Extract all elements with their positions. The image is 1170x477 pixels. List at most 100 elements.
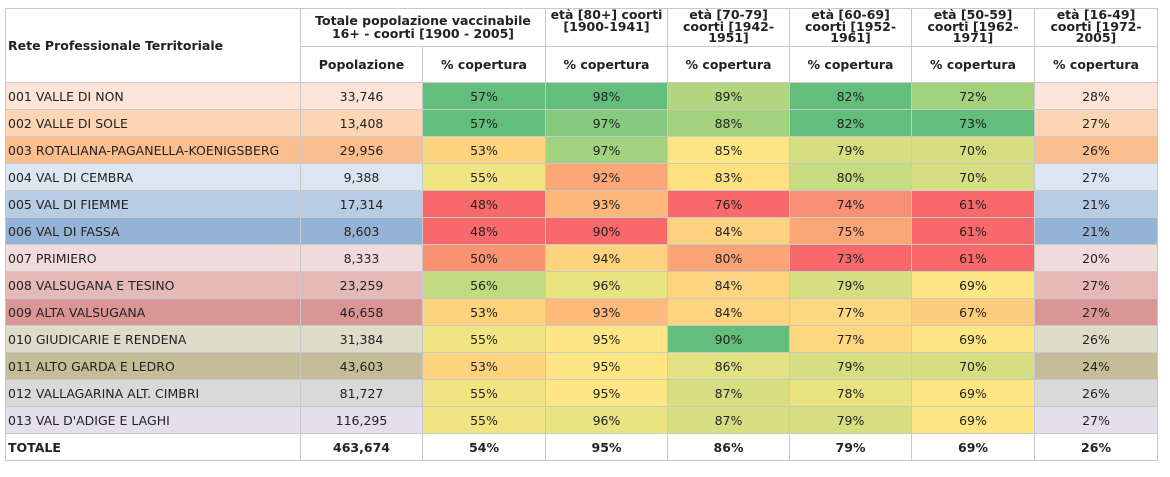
popolazione-cell: 46,658 (300, 298, 423, 326)
popolazione-cell: 23,259 (300, 271, 423, 299)
copertura-50-59-cell: 69% (911, 379, 1036, 407)
copertura-80-cell: 97% (545, 136, 669, 164)
copertura-70-79-cell: 85% (667, 136, 791, 164)
copertura-16-49-cell: 27% (1034, 298, 1159, 326)
header-row-sub: Popolazione % copertura % copertura % co… (6, 46, 1159, 83)
rete-name: 007 PRIMIERO (5, 244, 301, 272)
table-row: 004 VAL DI CEMBRA 9,388 55% 92% 83% 80% 70% 27% (5, 163, 1159, 191)
copertura-80-cell: 92% (545, 163, 669, 191)
header-copertura-70-79: % copertura (667, 46, 791, 83)
copertura-60-69-cell: 79% (789, 271, 913, 299)
popolazione-cell: 81,727 (300, 379, 423, 407)
copertura-80-cell: 96% (545, 406, 669, 434)
table-row: 009 ALTA VALSUGANA 46,658 53% 93% 84% 77% 67% 2… (5, 298, 1159, 326)
copertura-totale-cell: 53% (421, 352, 547, 380)
copertura-50-59-cell: 61% (911, 244, 1036, 272)
rete-name: 011 ALTO GARDA E LEDRO (5, 352, 301, 380)
rete-name: 001 VALLE DI NON (5, 82, 301, 110)
table-row: 011 ALTO GARDA E LEDRO 43,603 53% 95% 86% 79%… (5, 352, 1159, 380)
copertura-16-49-cell: 24% (1034, 352, 1159, 380)
rete-name: 002 VALLE DI SOLE (5, 109, 301, 137)
copertura-70-79-cell: 88% (667, 109, 791, 137)
table-row: 006 VAL DI FASSA 8,603 48% 90% 84% 75% 61% 21% (5, 217, 1159, 245)
total-copertura-16-49: 26% (1034, 433, 1159, 461)
header-copertura-50-59: % copertura (911, 46, 1036, 83)
copertura-50-59-cell: 70% (911, 163, 1036, 191)
rete-name: 004 VAL DI CEMBRA (5, 163, 301, 191)
copertura-16-49-cell: 27% (1034, 406, 1159, 434)
header-eta-70-79: età [70-79] coorti [1942-1951] (667, 8, 791, 47)
copertura-80-cell: 96% (545, 271, 669, 299)
copertura-16-49-cell: 21% (1034, 217, 1159, 245)
copertura-50-59-cell: 69% (911, 271, 1036, 299)
header-popolazione: Popolazione (300, 46, 423, 83)
popolazione-cell: 33,746 (300, 82, 423, 110)
table-row: 013 VAL D'ADIGE E LAGHI 116,295 55% 96% 87% 7… (5, 406, 1159, 434)
header-eta-80: età [80+] coorti [1900-1941] (545, 8, 669, 47)
copertura-60-69-cell: 79% (789, 136, 913, 164)
copertura-16-49-cell: 20% (1034, 244, 1159, 272)
copertura-50-59-cell: 67% (911, 298, 1036, 326)
header-rete: Rete Professionale Territoriale (5, 8, 301, 83)
total-popolazione: 463,674 (300, 433, 423, 461)
table-row: 003 ROTALIANA-PAGANELLA-KOENIGSBERG 29,95… (5, 136, 1159, 164)
copertura-80-cell: 95% (545, 325, 669, 353)
copertura-80-cell: 98% (545, 82, 669, 110)
total-copertura-80: 95% (545, 433, 669, 461)
copertura-60-69-cell: 79% (789, 406, 913, 434)
copertura-70-79-cell: 87% (667, 406, 791, 434)
copertura-70-79-cell: 89% (667, 82, 791, 110)
table-row: 005 VAL DI FIEMME 17,314 48% 93% 76% 74% 61% 21… (5, 190, 1159, 218)
popolazione-cell: 43,603 (300, 352, 423, 380)
copertura-16-49-cell: 27% (1034, 271, 1159, 299)
copertura-16-49-cell: 26% (1034, 379, 1159, 407)
copertura-16-49-cell: 28% (1034, 82, 1159, 110)
rete-name: 010 GIUDICARIE E RENDENA (5, 325, 301, 353)
header-eta-50-59: età [50-59] coorti [1962-1971] (911, 8, 1036, 47)
copertura-60-69-cell: 73% (789, 244, 913, 272)
copertura-70-79-cell: 76% (667, 190, 791, 218)
copertura-50-59-cell: 72% (911, 82, 1036, 110)
copertura-50-59-cell: 69% (911, 406, 1036, 434)
copertura-totale-cell: 55% (421, 379, 547, 407)
copertura-16-49-cell: 26% (1034, 136, 1159, 164)
copertura-16-49-cell: 27% (1034, 109, 1159, 137)
copertura-50-59-cell: 61% (911, 190, 1036, 218)
copertura-50-59-cell: 69% (911, 325, 1036, 353)
copertura-80-cell: 94% (545, 244, 669, 272)
rete-name: 009 ALTA VALSUGANA (5, 298, 301, 326)
copertura-70-79-cell: 84% (667, 217, 791, 245)
copertura-60-69-cell: 75% (789, 217, 913, 245)
copertura-60-69-cell: 82% (789, 109, 913, 137)
copertura-70-79-cell: 84% (667, 271, 791, 299)
rete-name: 003 ROTALIANA-PAGANELLA-KOENIGSBERG (5, 136, 301, 164)
copertura-60-69-cell: 82% (789, 82, 913, 110)
copertura-60-69-cell: 77% (789, 325, 913, 353)
total-row: TOTALE 463,674 54% 95% 86% 79% 69% 26% (5, 433, 1159, 461)
copertura-80-cell: 95% (545, 352, 669, 380)
header-totale-popolazione: Totale popolazione vaccinabile 16+ - coo… (299, 8, 547, 47)
copertura-totale-cell: 56% (421, 271, 547, 299)
copertura-60-69-cell: 78% (789, 379, 913, 407)
copertura-50-59-cell: 61% (911, 217, 1036, 245)
table-row: 008 VALSUGANA E TESINO 23,259 56% 96% 84% 79%… (5, 271, 1159, 299)
coverage-table: Rete Professionale Territoriale Totale p… (5, 8, 1159, 461)
popolazione-cell: 116,295 (300, 406, 423, 434)
header-copertura-80: % copertura (545, 46, 669, 83)
copertura-totale-cell: 55% (421, 163, 547, 191)
table-body: 001 VALLE DI NON 33,746 57% 98% 89% 82% 72% 28%… (5, 82, 1159, 461)
table-row: 012 VALLAGARINA ALT. CIMBRI 81,727 55% 95% 8… (5, 379, 1159, 407)
total-copertura-60-69: 79% (789, 433, 913, 461)
copertura-70-79-cell: 86% (667, 352, 791, 380)
copertura-50-59-cell: 70% (911, 136, 1036, 164)
copertura-80-cell: 90% (545, 217, 669, 245)
total-copertura-50-59: 69% (911, 433, 1036, 461)
header-copertura-totale: % copertura (421, 46, 547, 83)
total-copertura-70-79: 86% (667, 433, 791, 461)
header-row-groups: Rete Professionale Territoriale Totale p… (5, 8, 1159, 83)
copertura-60-69-cell: 77% (789, 298, 913, 326)
copertura-70-79-cell: 84% (667, 298, 791, 326)
total-copertura: 54% (421, 433, 547, 461)
popolazione-cell: 31,384 (300, 325, 423, 353)
table-row: 007 PRIMIERO 8,333 50% 94% 80% 73% 61% 20% (5, 244, 1159, 272)
